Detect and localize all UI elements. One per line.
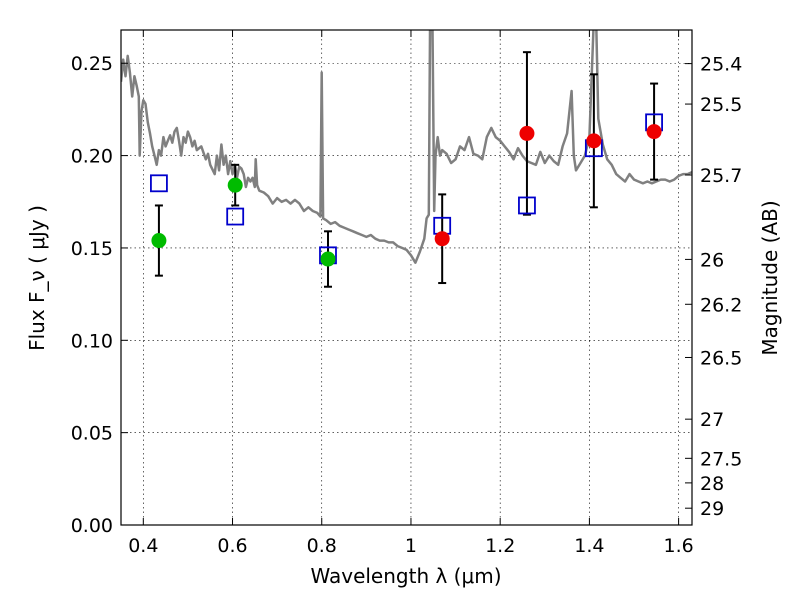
- y-tick-label: 0.15: [71, 238, 113, 260]
- right-tick-label: 26.5: [700, 347, 742, 369]
- x-tick-label: 0.8: [307, 535, 337, 557]
- x-axis-title: Wavelength λ (μm): [310, 564, 501, 588]
- model-spectrum-line: [121, 30, 692, 264]
- right-tick-label: 25.4: [700, 54, 742, 76]
- observed-point-layer: [151, 124, 662, 267]
- right-tick-label: 27: [700, 409, 724, 431]
- right-tick-label: 28: [700, 473, 724, 495]
- observed-point: [320, 251, 336, 267]
- observed-point: [519, 125, 535, 141]
- x-tick-label: 1.4: [574, 535, 604, 557]
- y-tick-label: 0.25: [71, 53, 113, 75]
- y-tick-label: 0.05: [71, 423, 113, 445]
- observed-point: [151, 233, 167, 249]
- y-tick-label: 0.00: [71, 515, 113, 537]
- plot-frame: [120, 29, 693, 526]
- y-tick-label: 0.10: [71, 330, 113, 352]
- model-band-square: [518, 196, 536, 215]
- y-tick-label: 0.20: [71, 146, 113, 168]
- right-tick-label: 27.5: [700, 448, 742, 470]
- x-tick-label: 0.6: [217, 535, 247, 557]
- observed-point: [227, 177, 243, 193]
- right-tick-label: 25.5: [700, 94, 742, 116]
- x-tick-label: 0.4: [128, 535, 158, 557]
- observed-point: [586, 133, 602, 149]
- observed-point: [646, 124, 662, 140]
- tick-layer: [121, 30, 692, 526]
- x-tick-label: 1: [405, 535, 417, 557]
- x-tick-label: 1.6: [664, 535, 694, 557]
- right-tick-label: 26: [700, 249, 724, 271]
- right-tick-label: 25.7: [700, 165, 742, 187]
- x-tick-label: 1.2: [485, 535, 515, 557]
- observed-point: [434, 231, 450, 247]
- model-band-square: [150, 174, 168, 193]
- model-spectrum-layer: [121, 30, 692, 264]
- right-tick-label: 29: [700, 498, 724, 520]
- right-tick-label: 26.2: [700, 294, 742, 316]
- model-band-square: [226, 207, 245, 226]
- plot-background: [121, 30, 692, 525]
- y-axis-title: Flux F_ν ( μJy ): [25, 205, 49, 351]
- right-axis-title: Magnitude (AB): [758, 200, 782, 355]
- tick-label-layer: 0.4 0.6 0.8 1 1.2 1.4 1.6 0.00 0.05 0.10 0.15 0.20 0…: [71, 53, 743, 557]
